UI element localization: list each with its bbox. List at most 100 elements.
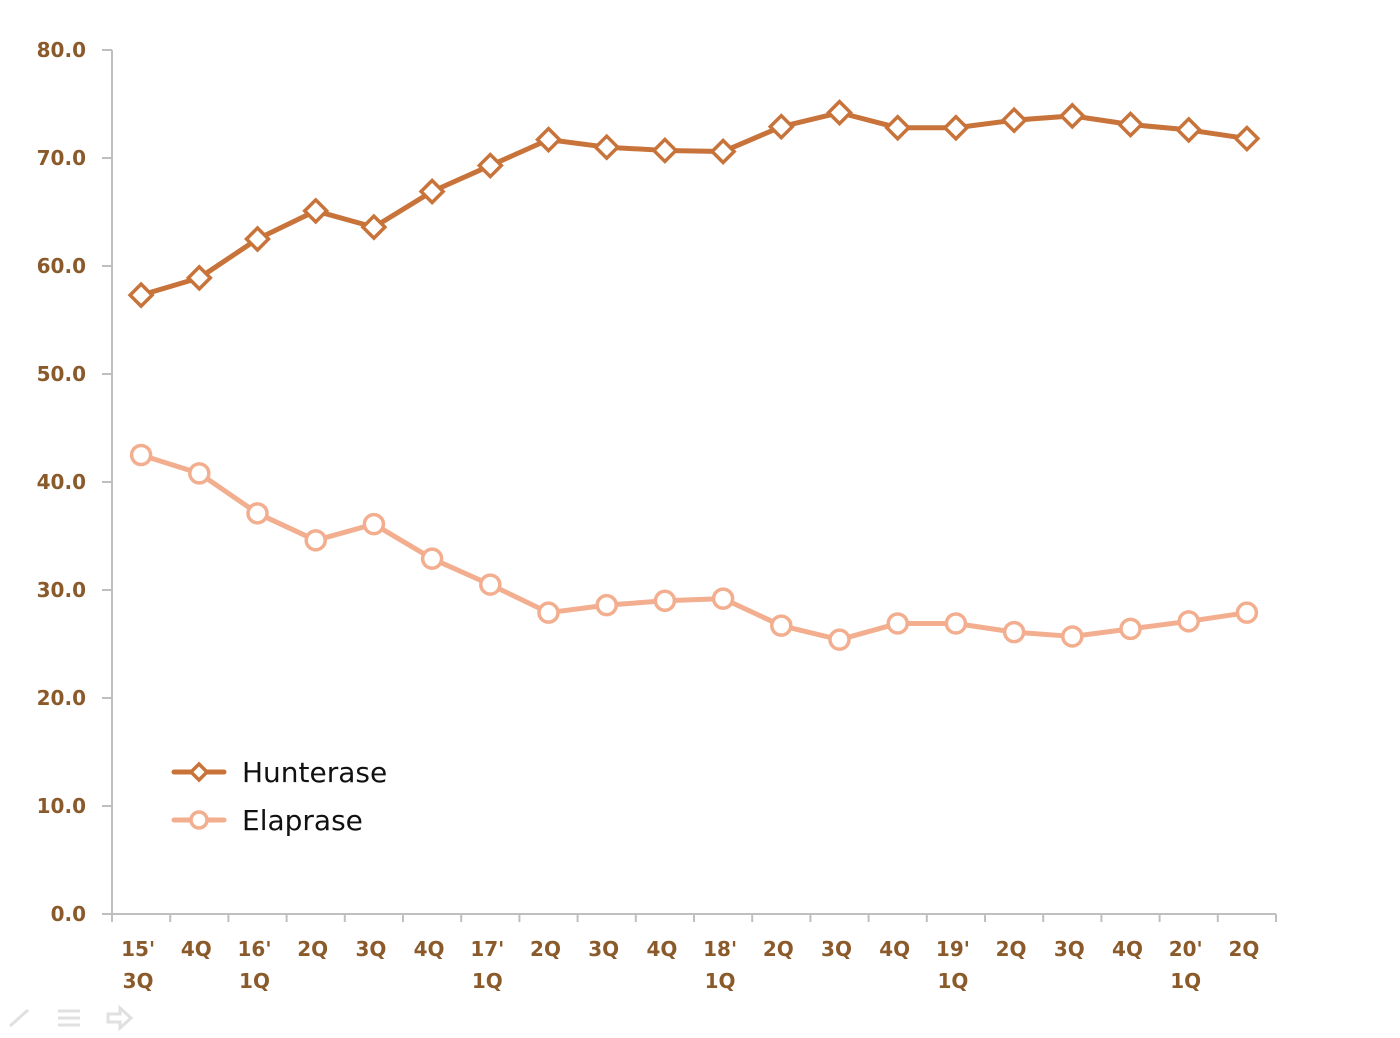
y-tick-label: 30.0 [37, 578, 86, 602]
legend-label: Hunterase [242, 756, 387, 789]
x-tick-label: 18' 1Q [703, 937, 737, 993]
slide-toolbar [9, 1004, 134, 1032]
data-point-elaprase [420, 547, 444, 570]
legend-item-elaprase: Elaprase [171, 804, 363, 837]
x-tick-label: 3Q [355, 937, 386, 961]
legend-marker [189, 810, 209, 830]
y-axis: 0.0 10.0 20.0 30.0 40.0 50.0 60.0 70.0 80.0 [37, 38, 113, 926]
x-tick-label-line: 3Q [355, 937, 386, 961]
x-tick-label-line: 4Q [414, 937, 445, 961]
legend-label: Elaprase [242, 804, 363, 837]
y-tick-label: 70.0 [37, 146, 86, 170]
x-tick-label: 2Q [530, 937, 561, 961]
series-line [138, 110, 1250, 298]
data-point-elaprase [653, 589, 677, 613]
data-point-elaprase [537, 601, 560, 624]
data-point-elaprase [1235, 601, 1259, 624]
data-point-elaprase [770, 614, 793, 637]
x-tick-label: 20' 1Q [1169, 937, 1203, 993]
x-tick-label-line: 2Q [530, 937, 561, 961]
data-point-hunterase [127, 281, 155, 309]
arrow-right-icon[interactable] [106, 1004, 134, 1032]
data-point-elaprase [246, 502, 269, 525]
x-tick-label-line: 1Q [705, 969, 736, 993]
x-tick-label: 3Q [588, 937, 619, 961]
data-point-hunterase [1233, 125, 1261, 153]
x-tick-label: 4Q [414, 937, 445, 961]
data-point-elaprase [1002, 620, 1026, 644]
data-point-hunterase [244, 225, 271, 253]
legend-item-hunterase: Hunterase [171, 756, 387, 789]
data-point-elaprase [362, 512, 386, 536]
x-tick-label: 4Q [879, 937, 910, 961]
x-tick-label-line: 2Q [763, 937, 794, 961]
data-point-hunterase [709, 138, 737, 165]
data-point-elaprase [1119, 617, 1142, 641]
data-point-hunterase [593, 133, 621, 161]
data-point-hunterase [476, 152, 504, 180]
legend: Hunterase Elaprase [171, 756, 387, 837]
x-tick-label-line: 17' [470, 937, 504, 961]
data-point-hunterase [302, 197, 330, 225]
y-tick-label: 60.0 [37, 254, 86, 278]
x-tick-label-line: 4Q [646, 937, 677, 961]
data-point-elaprase [595, 593, 618, 617]
data-point-elaprase [1061, 625, 1084, 648]
data-point-elaprase [304, 529, 327, 552]
x-tick-label-line: 2Q [297, 937, 328, 961]
x-tick-label-line: 1Q [937, 969, 968, 993]
data-point-elaprase [129, 443, 153, 467]
x-tick-label: 4Q [1112, 937, 1143, 961]
x-tick-label-line: 4Q [879, 937, 910, 961]
data-point-elaprase [479, 573, 502, 596]
y-tick-label: 50.0 [37, 362, 86, 386]
x-tick-label-line: 3Q [123, 969, 154, 993]
x-tick-label: 3Q [821, 937, 852, 961]
x-tick-label: 17' 1Q [470, 937, 504, 993]
x-tick-label: 19' 1Q [936, 937, 970, 993]
data-point-hunterase [651, 136, 679, 164]
series-elaprase [129, 443, 1259, 651]
data-point-hunterase [185, 264, 213, 292]
x-tick-label: 4Q [646, 937, 677, 961]
x-tick-label-line: 3Q [821, 937, 852, 961]
x-tick-label-line: 20' [1169, 937, 1203, 961]
data-point-hunterase [884, 114, 912, 142]
x-tick-label-line: 3Q [588, 937, 619, 961]
data-point-hunterase [1117, 111, 1144, 138]
x-tick-label-line: 2Q [996, 937, 1027, 961]
data-point-hunterase [1058, 102, 1086, 130]
data-point-hunterase [826, 99, 853, 127]
y-tick-label: 20.0 [37, 686, 86, 710]
y-tick-label: 80.0 [37, 38, 86, 62]
x-tick-label: 4Q [181, 937, 212, 961]
x-tick-label-line: 1Q [239, 969, 270, 993]
data-point-hunterase [418, 178, 446, 205]
data-point-hunterase [1175, 116, 1203, 144]
y-tick-label: 40.0 [37, 470, 86, 494]
menu-icon[interactable] [58, 1009, 80, 1027]
x-tick-label-line: 2Q [1228, 937, 1259, 961]
x-tick-label-line: 1Q [1170, 969, 1201, 993]
x-tick-label-line: 19' [936, 937, 970, 961]
x-tick-label: 16' 1Q [238, 937, 272, 993]
x-tick-label: 15' 3Q [121, 937, 155, 993]
x-tick-label-line: 3Q [1054, 937, 1085, 961]
y-tick-label: 0.0 [51, 902, 86, 926]
data-point-hunterase [767, 113, 795, 141]
data-point-elaprase [711, 587, 735, 610]
x-tick-label-line: 18' [703, 937, 737, 961]
series-layer [127, 99, 1261, 651]
pen-icon[interactable] [9, 1008, 29, 1028]
data-point-hunterase [360, 213, 388, 241]
x-tick-label-line: 4Q [1112, 937, 1143, 961]
data-point-elaprase [1177, 610, 1200, 633]
x-tick-label: 2Q [996, 937, 1027, 961]
data-point-hunterase [1000, 106, 1028, 134]
y-tick-label: 10.0 [37, 794, 86, 818]
x-tick-label: 2Q [1228, 937, 1259, 961]
x-tick-label-line: 16' [238, 937, 272, 961]
series-hunterase [127, 99, 1261, 309]
data-point-elaprase [886, 612, 909, 635]
x-tick-label-line: 15' [121, 937, 155, 961]
